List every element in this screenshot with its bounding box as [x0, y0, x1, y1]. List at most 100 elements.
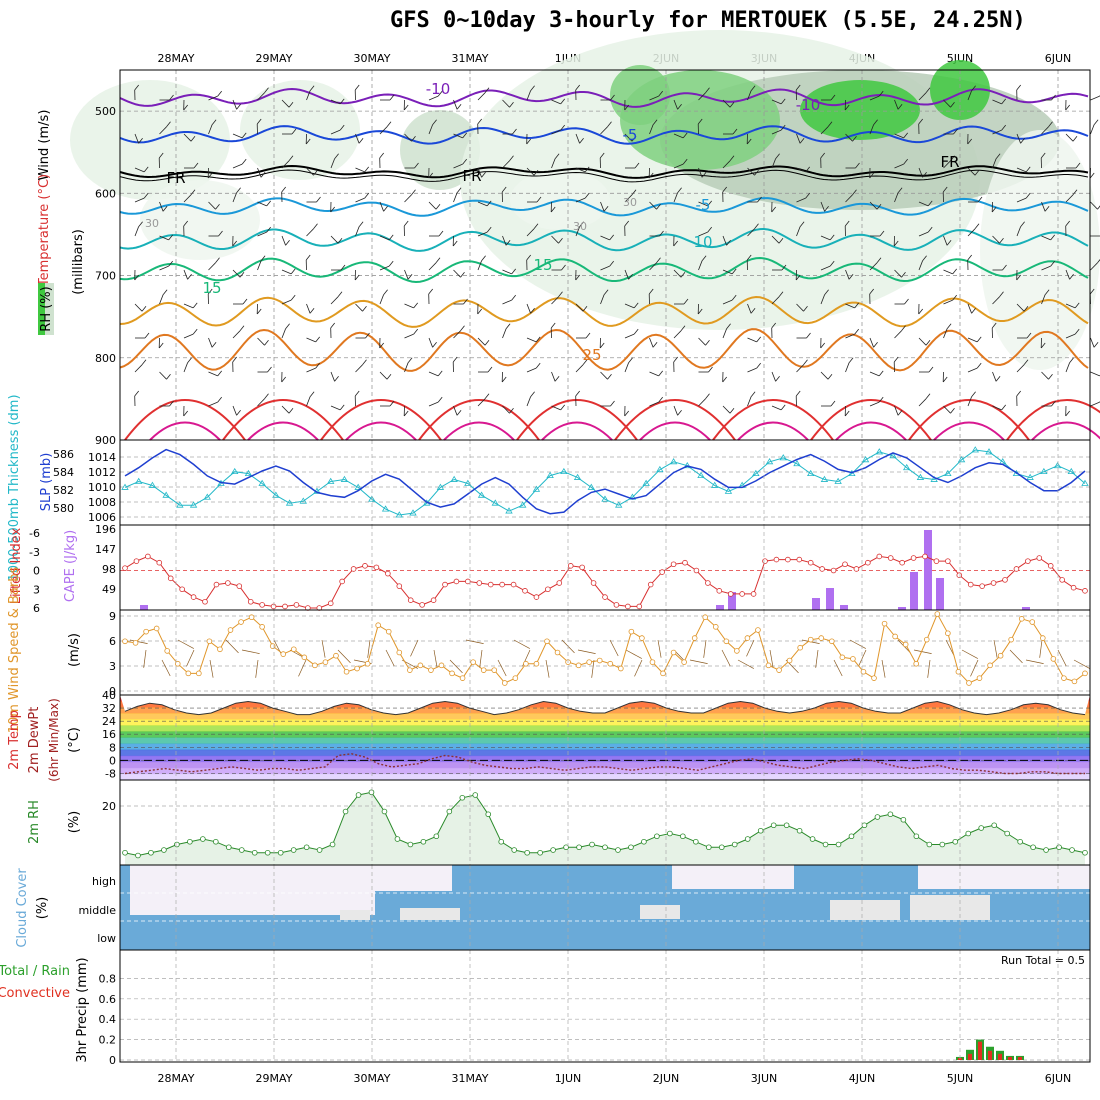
barb-flag	[290, 294, 296, 301]
barb	[673, 99, 678, 110]
thickness-marker	[669, 458, 678, 465]
barb-flag	[780, 98, 786, 105]
barb-flag	[266, 200, 272, 207]
li-marker	[522, 588, 528, 594]
barb-flag	[705, 87, 710, 94]
barb-flag	[411, 189, 416, 196]
barb-flag	[339, 124, 345, 131]
barb	[600, 201, 605, 212]
barb	[453, 192, 458, 203]
barb-flag	[673, 356, 679, 363]
barb-flag	[460, 271, 465, 278]
barb-flag	[486, 200, 492, 207]
barb	[208, 262, 216, 271]
barb	[747, 167, 755, 176]
wind-marker	[322, 659, 329, 665]
barb	[281, 235, 286, 246]
wind-marker	[491, 667, 498, 673]
thickness-marker	[477, 491, 486, 498]
barb	[453, 99, 458, 110]
contour-label: 30	[145, 217, 159, 230]
barb	[673, 133, 684, 139]
rh-marker	[498, 838, 505, 845]
barb-flag	[952, 294, 958, 301]
rh-marker	[420, 838, 427, 845]
barb	[134, 226, 139, 237]
rh-marker	[135, 852, 141, 859]
barb-flag	[953, 128, 958, 135]
contour-label: FR	[462, 167, 481, 185]
barb-flag	[211, 119, 217, 125]
barb-flag	[190, 189, 196, 196]
barb-flag	[413, 328, 419, 335]
rh-area	[125, 792, 1085, 865]
barb	[257, 231, 267, 237]
barb-flag	[437, 396, 443, 403]
date-label-bottom: 28MAY	[158, 1072, 195, 1085]
barb	[992, 371, 997, 382]
wind-marker	[470, 659, 476, 665]
barb	[649, 371, 659, 377]
li-marker	[487, 581, 494, 588]
barb-flag	[505, 323, 511, 329]
rh-marker	[680, 833, 686, 840]
barb-flag	[134, 390, 140, 397]
barb	[134, 303, 143, 312]
wind-marker	[765, 662, 772, 669]
barb-flag	[158, 152, 164, 159]
contour-label: -5	[623, 126, 638, 144]
rh-marker	[770, 822, 777, 829]
barb	[747, 337, 757, 343]
rh-marker	[887, 811, 894, 818]
barb-flag	[241, 158, 247, 165]
barb-flag	[1072, 189, 1078, 196]
barb-flag	[682, 158, 688, 165]
li-marker	[602, 594, 608, 600]
wind-marker	[691, 635, 698, 641]
cape-bar	[936, 578, 944, 610]
wind-marker	[818, 635, 825, 641]
contour-arc	[124, 399, 246, 441]
barb	[970, 659, 979, 677]
barb	[183, 333, 194, 339]
barb-flag	[901, 271, 906, 278]
barb	[1065, 362, 1070, 373]
barb-flag	[428, 172, 434, 179]
precip-tick: 0.4	[99, 1013, 117, 1026]
wind-marker	[143, 628, 149, 635]
rh-marker	[1056, 844, 1062, 851]
rh-marker	[900, 816, 907, 823]
barb-flag	[974, 169, 980, 176]
wind-line	[124, 612, 1086, 684]
wind-marker	[681, 659, 687, 665]
li-marker	[579, 564, 585, 571]
barb-flag	[1044, 289, 1050, 295]
barb	[624, 194, 633, 203]
contour-arc-inner	[933, 421, 1005, 441]
barb	[698, 260, 703, 271]
cape-tick: 49	[102, 583, 116, 596]
barb-flag	[876, 257, 882, 264]
barb-flag	[927, 200, 933, 207]
barb-flag	[731, 268, 737, 275]
barb-flag	[484, 87, 490, 94]
barb-flag	[217, 396, 223, 403]
barb	[796, 303, 804, 312]
li-marker	[282, 603, 288, 610]
ylabel-wind: Wind (m/s)	[37, 110, 52, 181]
ylabel-total-rain: Total / Rain	[0, 964, 70, 979]
barb	[1065, 303, 1076, 309]
date-label-bottom: 31MAY	[452, 1072, 489, 1085]
slp-frame	[119, 439, 1091, 526]
barb	[771, 235, 780, 244]
barb-flag	[878, 370, 884, 377]
li-marker	[922, 553, 928, 560]
rh-marker	[213, 838, 219, 845]
li-marker	[865, 559, 871, 566]
wind-marker	[945, 630, 951, 637]
barb-flag	[854, 302, 860, 309]
li-marker	[636, 603, 643, 610]
rh-marker	[303, 844, 310, 851]
date-label-bottom: 1JUN	[555, 1072, 582, 1085]
barb-flag	[533, 223, 539, 230]
